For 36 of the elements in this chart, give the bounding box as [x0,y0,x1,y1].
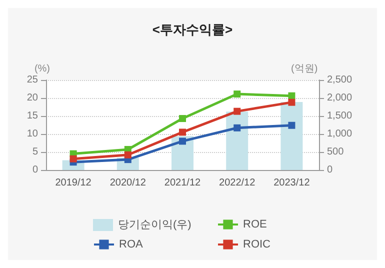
legend-label: ROIC [243,238,271,250]
y-tick-label: 15 [26,110,38,122]
point [288,98,296,106]
y-tick-label: 0 [32,164,38,176]
point [70,155,77,162]
y2-tick-label: 1,500 [327,110,352,122]
y2-tick-label: 2,000 [327,92,352,104]
legend-label: ROA [119,238,144,250]
x-tick-label: 2021/12 [164,178,202,188]
chart-title: <투자수익률> [152,22,233,37]
y-tick-label: 5 [32,146,38,158]
y2-tick-label: 0 [327,164,333,176]
y2-axis-title: (억원) [291,64,318,74]
y2-tick-label: 1,000 [327,128,352,140]
legend-label: 당기순이익(우) [118,219,192,231]
legend-label: ROE [243,218,267,230]
x-tick-label: 2019/12 [55,178,92,188]
y2-tick-label: 2,500 [327,74,352,86]
point [179,138,186,145]
y-tick-label: 25 [26,74,38,86]
point [179,128,186,136]
y2-tick-label: 500 [327,146,344,158]
point [234,108,241,115]
point [234,90,241,98]
point [124,151,132,158]
point [288,122,296,129]
point [234,124,241,132]
y-axis-title: (%) [34,64,50,74]
y-tick-label: 10 [26,128,38,140]
bar [280,102,303,170]
y-tick-label: 20 [26,92,38,104]
point [179,115,186,122]
x-tick-label: 2023/12 [274,178,310,188]
x-tick-label: 2020/12 [110,178,146,188]
x-tick-label: 2022/12 [219,178,256,188]
point [288,92,296,100]
